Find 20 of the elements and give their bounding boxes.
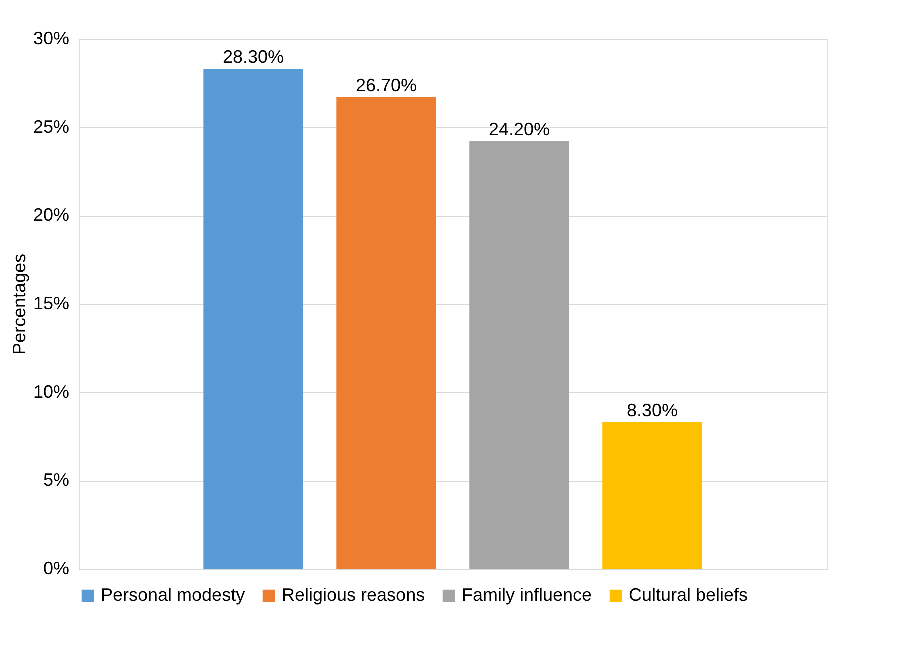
bar [336, 97, 436, 569]
y-tick-label: 20% [33, 205, 70, 226]
y-tick-label: 0% [43, 558, 70, 578]
legend-label: Personal modesty [101, 585, 246, 605]
y-tick-label: 25% [33, 116, 70, 137]
bar [602, 422, 702, 569]
data-label: 8.30% [626, 400, 678, 420]
legend-label: Religious reasons [282, 585, 426, 605]
legend-label: Family influence [462, 585, 592, 605]
bar [204, 69, 304, 569]
legend-label: Cultural beliefs [629, 585, 748, 605]
y-tick-label: 5% [43, 470, 70, 490]
data-label: 26.70% [356, 75, 418, 96]
y-axis-title: Percentages [9, 254, 30, 356]
bar [470, 141, 570, 569]
y-tick-label: 15% [33, 294, 70, 314]
y-tick-label: 10% [33, 382, 70, 402]
data-label: 24.20% [488, 119, 550, 140]
data-label: 28.30% [223, 47, 284, 68]
y-tick-label: 30% [33, 28, 70, 48]
